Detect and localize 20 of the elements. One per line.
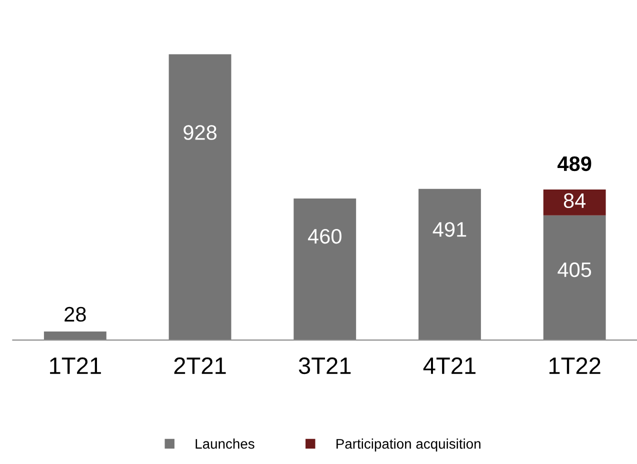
data-label: 405 <box>558 262 592 278</box>
legend-label: Participation acquisition <box>336 438 480 452</box>
bar <box>543 215 606 340</box>
x-tick-label: 1T22 <box>549 357 600 374</box>
bar <box>418 188 481 340</box>
data-label: 928 <box>184 125 216 140</box>
x-tick-label: 4T21 <box>423 357 476 374</box>
data-label: 28 <box>64 306 86 322</box>
data-label: 84 <box>564 193 586 208</box>
x-tick-label: 3T21 <box>298 357 351 374</box>
bar <box>168 54 232 340</box>
bar <box>543 190 606 216</box>
x-tick-label: 2T21 <box>174 357 226 374</box>
legend-label: Launches <box>196 438 254 449</box>
data-label: 491 <box>432 222 466 237</box>
data-label: 460 <box>308 228 342 244</box>
bar <box>294 198 356 340</box>
bar <box>44 331 106 340</box>
total-label: 489 <box>558 156 592 172</box>
x-tick-label: 1T21 <box>50 357 101 374</box>
